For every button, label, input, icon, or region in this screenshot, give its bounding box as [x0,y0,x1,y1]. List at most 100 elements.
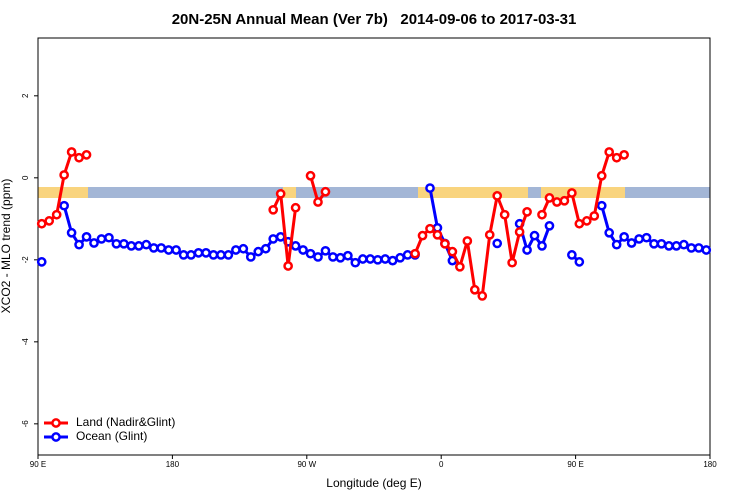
data-point [522,207,532,217]
data-point [544,220,555,231]
data-point [156,243,167,253]
data-point [552,197,562,207]
data-point [74,239,84,250]
y-axis-label: XCO2 - MLO trend (ppm) [0,179,13,314]
ocean-band [38,187,710,198]
x-tick-label: 90 W [297,460,316,469]
series [36,147,629,301]
data-point [484,229,495,240]
data-point [201,248,211,258]
data-point [275,188,286,199]
data-point [320,245,331,256]
data-point [596,170,607,181]
data-point [171,245,181,255]
data-point [656,238,667,249]
plot-frame [37,37,711,456]
data-point [96,234,107,244]
data-point [260,243,271,254]
data-point [499,209,510,220]
data-point [447,246,458,257]
data-point [417,230,428,241]
data-point [178,250,189,260]
data-point [298,245,308,255]
data-point [395,252,405,263]
data-point [626,238,637,248]
x-tick-label: 0 [439,460,444,469]
data-point [216,250,226,260]
land-mask-band [38,187,710,198]
data-point [634,234,644,244]
legend-label: Land (Nadir&Glint) [76,415,175,429]
land-segment [418,187,528,198]
data-point [372,254,383,265]
x-tick-label: 90 E [30,460,46,469]
data-point [581,216,592,226]
legend-marker [51,418,61,428]
chart-title: 20N-25N Annual Mean (Ver 7b) 2014-09-06 … [172,11,577,28]
data-point [425,183,435,193]
x-tick-label: 90 E [567,460,583,469]
data-point [693,243,704,253]
data-point [126,241,137,251]
data-point [148,243,159,253]
data-point [574,257,585,267]
data-point [141,239,152,250]
data-point [81,150,92,160]
data-point [477,291,488,301]
data-point [529,230,540,241]
data-point [425,223,435,234]
data-point [596,200,607,211]
data-point [328,252,338,262]
land-segment [38,187,88,198]
data-point [81,232,92,242]
data-point [641,232,652,243]
data-point [231,245,241,255]
data-point [365,254,376,264]
data-point [275,232,286,242]
data-point [119,238,129,249]
data-point [305,248,316,259]
data-point [193,248,204,258]
data-point [253,246,264,257]
data-point [268,204,279,215]
data-point [51,209,62,220]
data-point [432,229,443,240]
data-point [320,186,331,197]
data-point [283,261,293,271]
data-point [313,252,323,262]
data-point [469,284,480,295]
data-point [619,150,629,160]
data-point [604,227,615,238]
data-point [238,243,249,254]
data-point [44,216,55,226]
data-point [679,239,689,250]
y-tick-label: 2 [21,93,30,98]
data-point [664,241,674,251]
data-point [440,238,450,249]
data-point [350,257,361,268]
data-point [611,152,622,163]
data-point [104,232,114,243]
data-point [462,236,473,246]
series-line [41,149,625,299]
data-point [611,239,622,250]
data-point [567,188,577,198]
land-segment [283,187,296,198]
data-point [567,250,577,260]
data-point [410,248,420,259]
x-tick-label: 180 [166,460,180,469]
data-point [492,238,503,249]
y-tick-label: -6 [21,420,30,428]
data-point [455,261,465,272]
data-point [186,250,196,260]
data-point [268,234,279,244]
data-point [111,238,122,249]
data-point [507,257,517,268]
data-point [402,250,413,260]
data-point [66,227,77,238]
data-point [89,238,99,248]
data-point [59,170,69,180]
data-point [522,245,532,255]
data-point [305,170,316,181]
